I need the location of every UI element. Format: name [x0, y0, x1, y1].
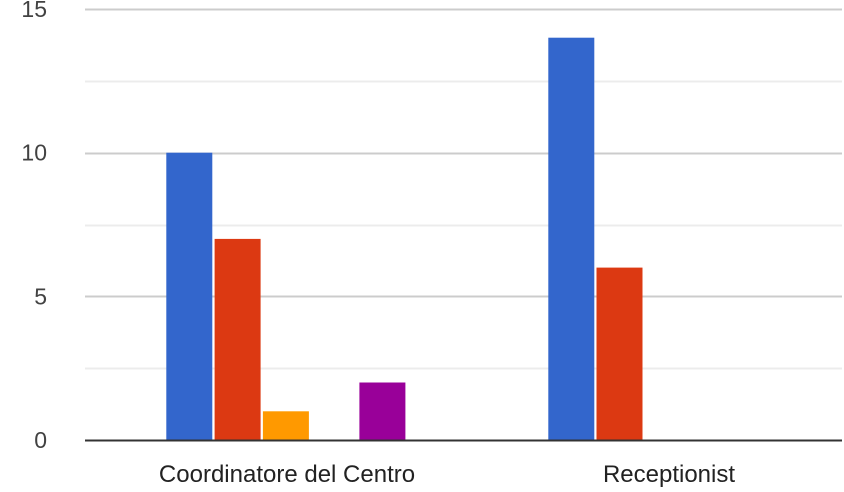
y-tick-label: 0 — [34, 427, 47, 453]
bar-1-5 — [359, 382, 406, 440]
y-tick-label: 5 — [34, 283, 47, 309]
bars-group — [166, 37, 643, 440]
category-label: Receptionist — [603, 461, 735, 488]
y-tick-label: 15 — [21, 0, 47, 22]
y-axis-tick-labels: 0 5 10 15 — [21, 0, 47, 453]
y-tick-label: 10 — [21, 140, 47, 166]
x-axis-category-labels: Coordinatore del Centro Receptionist — [159, 461, 735, 488]
bar-1-1 — [166, 152, 213, 440]
bar-2-1 — [548, 37, 595, 440]
bar-2-2 — [596, 267, 643, 440]
bar-1-2 — [214, 238, 261, 440]
category-label: Coordinatore del Centro — [159, 461, 415, 488]
bar-1-3 — [262, 411, 309, 440]
